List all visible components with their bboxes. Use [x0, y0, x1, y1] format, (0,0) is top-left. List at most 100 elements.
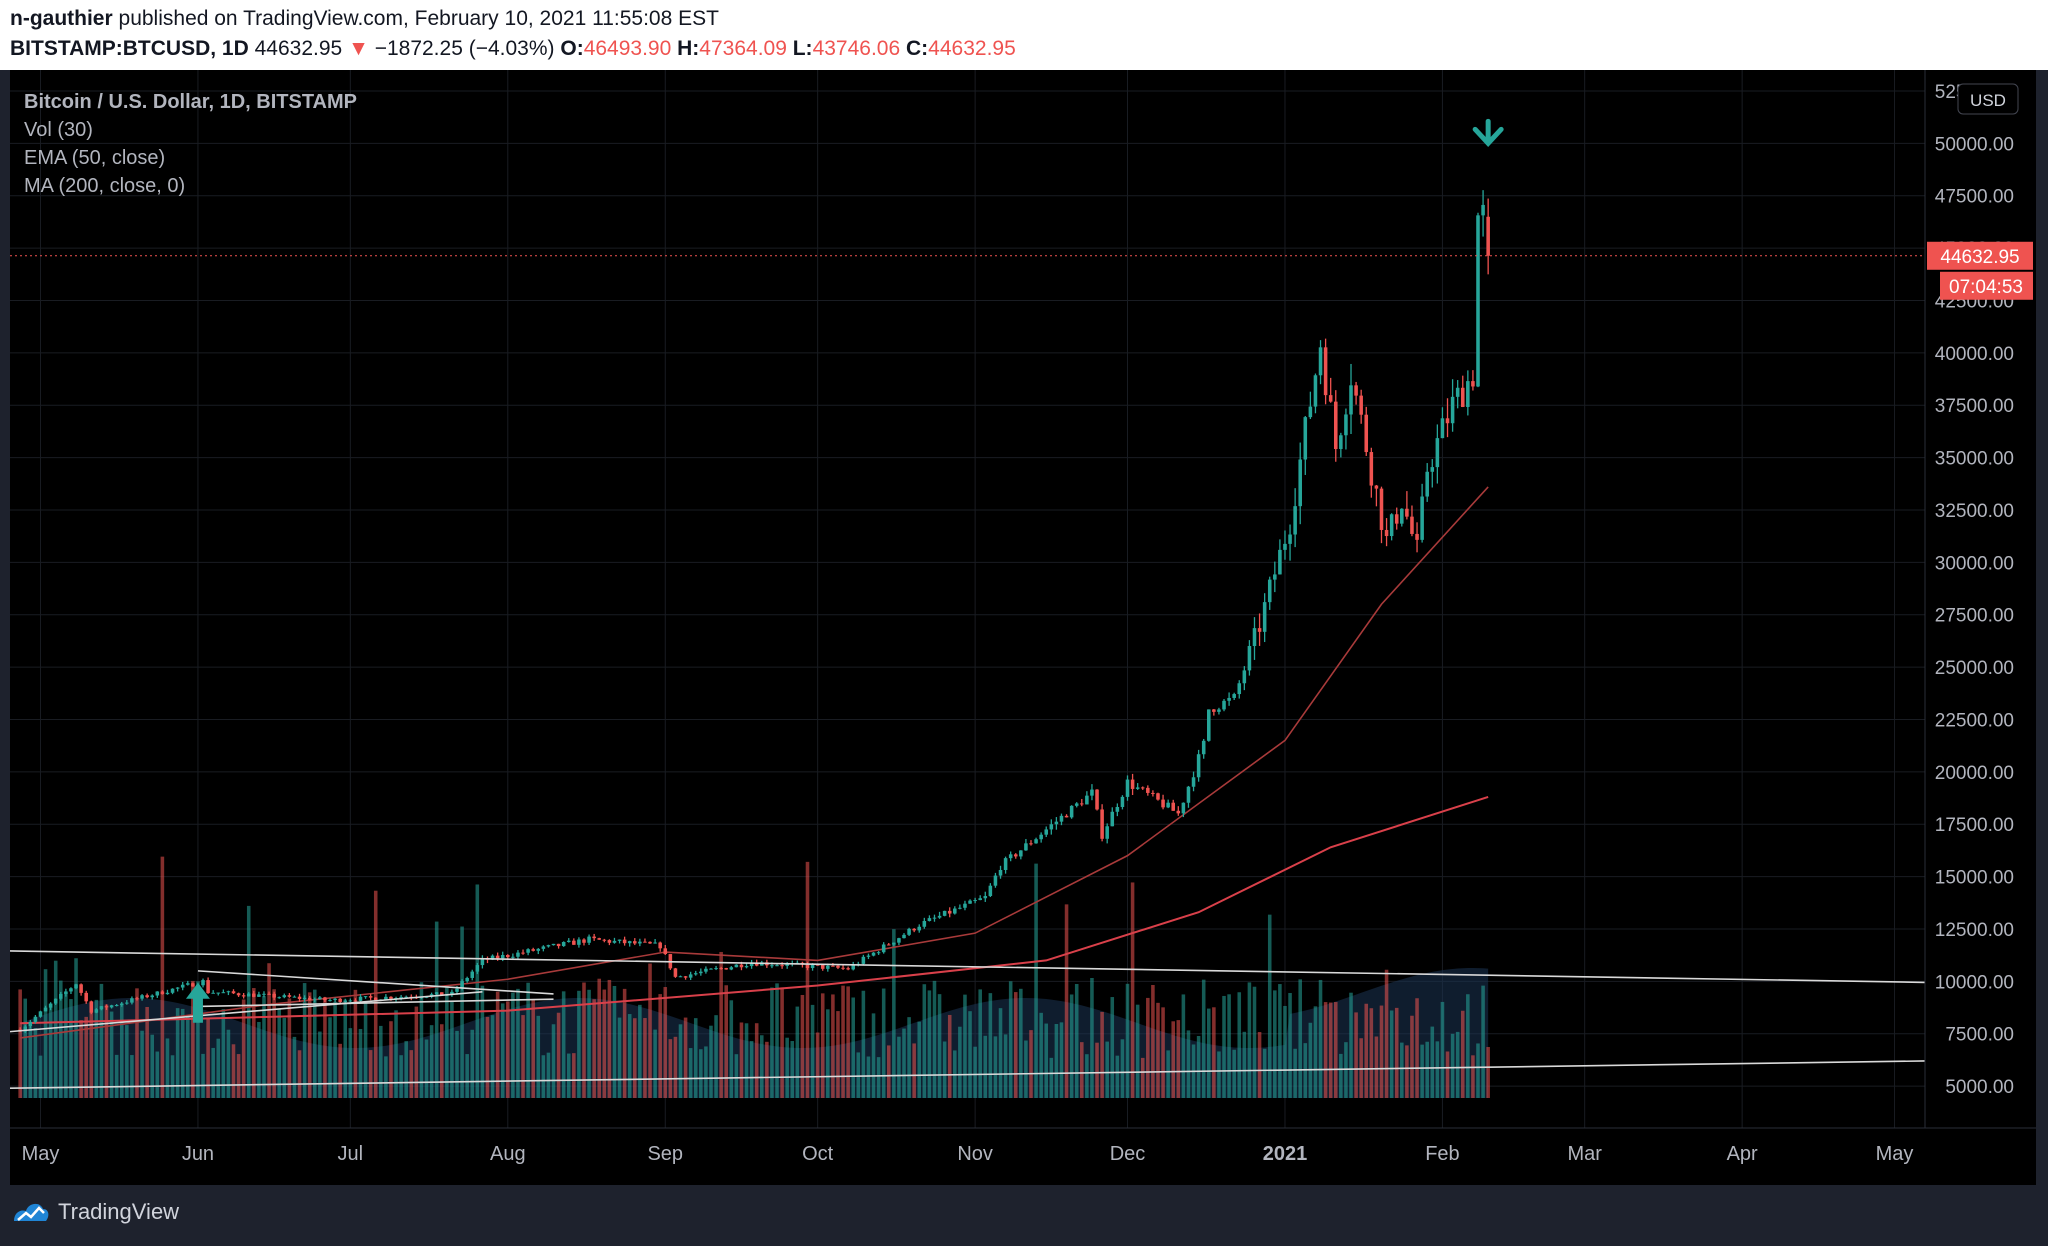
volume-bar — [104, 1004, 109, 1098]
volume-bar — [958, 1026, 962, 1098]
candle-body — [1384, 529, 1389, 537]
volume-bar — [318, 1031, 322, 1098]
volume-bar — [18, 989, 22, 1098]
legend-volume[interactable]: Vol (30) — [24, 119, 93, 141]
volume-bar — [1262, 1048, 1267, 1098]
trendline — [9, 1060, 1926, 1089]
candle-body — [267, 993, 271, 995]
volume-bar — [1217, 1051, 1221, 1098]
volume-bar — [836, 1011, 840, 1098]
candle-body — [490, 955, 495, 960]
candle-body — [1252, 628, 1257, 647]
price-chart[interactable]: 52500.0050000.0047500.0045000.0042500.00… — [9, 70, 2036, 1185]
ema50-line — [20, 486, 1489, 1039]
volume-bar — [531, 998, 535, 1098]
candle-body — [1354, 385, 1358, 396]
volume-bar — [404, 1041, 408, 1098]
candle-body — [526, 949, 530, 953]
candle-body — [175, 987, 180, 989]
candle-body — [673, 968, 678, 977]
candle-body — [1471, 381, 1475, 387]
volume-bar — [1303, 1043, 1308, 1098]
volume-bar — [785, 1037, 789, 1098]
candle-body — [749, 963, 754, 967]
price-tick-label: 12500.00 — [1935, 920, 2014, 941]
volume-bar — [1349, 992, 1353, 1098]
volume-bar — [744, 1023, 749, 1098]
ema50-path — [20, 486, 1489, 1039]
volume-bar — [373, 890, 378, 1098]
candle-body — [465, 977, 469, 982]
volume-bar — [1049, 1057, 1054, 1098]
trendlines — [9, 950, 1926, 1089]
volume-bar — [450, 1001, 454, 1098]
time-tick-label: Nov — [957, 1143, 993, 1165]
volume-bar — [180, 1008, 185, 1098]
candle-body — [973, 900, 977, 902]
candle-body — [191, 983, 195, 987]
price-tick-label: 30000.00 — [1935, 553, 2014, 574]
volume-bar — [1288, 993, 1292, 1098]
volume-bar — [69, 999, 73, 1098]
candles — [18, 190, 1490, 1033]
candle-body — [851, 964, 855, 970]
time-axis: May Jun Jul Aug Sep Oct Nov Dec 2021 Feb Mar Apr May — [10, 70, 2036, 1185]
candle-body — [693, 973, 698, 975]
volume-bar — [734, 1054, 739, 1098]
volume-bar — [379, 1025, 383, 1098]
candle-body — [1318, 347, 1323, 376]
candle-body — [114, 1005, 119, 1007]
chart-area[interactable]: 52500.0050000.0047500.0045000.0042500.00… — [9, 70, 2036, 1185]
volume-bar — [165, 1038, 170, 1098]
symbol-label: BITSTAMP:BTCUSD, 1D — [10, 37, 249, 60]
price-tick-label: 15000.00 — [1935, 868, 2014, 889]
legend-ema[interactable]: EMA (50, close) — [24, 147, 166, 169]
price-tick-label: 22500.00 — [1935, 710, 2014, 731]
candle-body — [1273, 574, 1277, 580]
volume-bar — [216, 1038, 221, 1098]
candle-body — [363, 996, 368, 998]
author-name[interactable]: n-gauthier — [10, 7, 113, 30]
time-tick-label: Jun — [182, 1143, 214, 1165]
volume-bar — [1186, 1030, 1191, 1098]
volume-bar — [114, 1054, 119, 1098]
candle-body — [1044, 829, 1049, 835]
candle-body — [1430, 467, 1435, 472]
candle-body — [1298, 459, 1302, 507]
candle-body — [729, 967, 734, 970]
volume-bar — [1440, 1001, 1445, 1098]
candle-body — [1369, 452, 1374, 486]
candle-body — [922, 920, 927, 927]
volume-bar — [892, 929, 896, 1098]
candle-body — [206, 980, 210, 994]
candle-body — [439, 992, 444, 996]
price-tick-label: 37500.00 — [1935, 396, 2014, 417]
volume-bar — [1267, 914, 1272, 1098]
candle-body — [866, 955, 871, 957]
volume-bar — [866, 1056, 871, 1098]
candle-body — [1151, 792, 1155, 794]
volume-bar — [1394, 1007, 1399, 1098]
candle-body — [368, 996, 373, 998]
buy-arrow-icon — [185, 982, 210, 1023]
brand-text: TradingView — [58, 1199, 180, 1224]
ma200-line — [20, 796, 1489, 1025]
candle-body — [257, 994, 261, 997]
candle-body — [810, 964, 815, 969]
candle-body — [907, 928, 911, 935]
time-tick-label: Aug — [490, 1143, 526, 1165]
candle-body — [902, 934, 906, 939]
candle-body — [963, 903, 967, 908]
candle-body — [119, 1003, 124, 1006]
volume-bar — [1455, 1031, 1460, 1098]
candle-body — [318, 997, 322, 1000]
volume-bar — [1130, 882, 1135, 1098]
candle-body — [643, 941, 647, 943]
candle-body — [998, 869, 1003, 876]
price-tick-label: 27500.00 — [1935, 606, 2014, 627]
volume-bar — [1013, 992, 1018, 1098]
candle-body — [1440, 418, 1445, 439]
legend-ma[interactable]: MA (200, close, 0) — [24, 175, 186, 197]
tradingview-brand[interactable]: TradingView — [12, 1199, 179, 1225]
candle-body — [109, 1005, 114, 1008]
